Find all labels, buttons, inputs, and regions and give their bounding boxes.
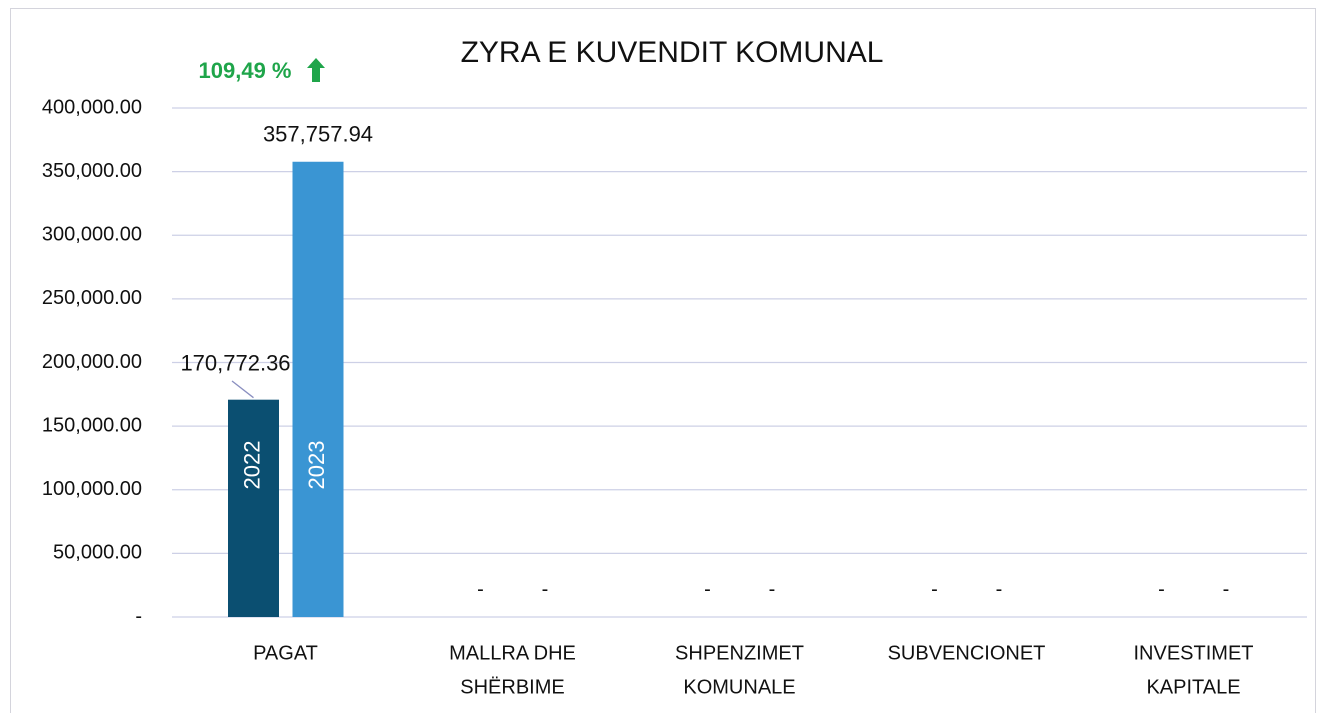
x-tick-label: SHËRBIME xyxy=(460,676,564,698)
value-label: - xyxy=(542,578,549,600)
y-tick-label: - xyxy=(135,605,142,627)
y-tick-label: 250,000.00 xyxy=(42,287,142,309)
x-tick-label: KAPITALE xyxy=(1146,676,1240,698)
y-tick-label: 50,000.00 xyxy=(53,542,142,564)
leader-line xyxy=(231,380,254,399)
value-label: - xyxy=(1223,578,1230,600)
value-label: - xyxy=(931,578,938,600)
value-label: - xyxy=(1158,578,1165,600)
bar xyxy=(292,161,344,617)
series-label: 2022 xyxy=(239,441,264,490)
value-label: 170,772.36 xyxy=(180,351,290,376)
value-label: 357,757.94 xyxy=(263,122,373,147)
up-arrow xyxy=(307,58,325,82)
x-tick-label: INVESTIMET xyxy=(1133,642,1253,664)
x-tick-label: SUBVENCIONET xyxy=(888,642,1046,664)
x-tick-label: PAGAT xyxy=(253,642,318,664)
chart-title: ZYRA E KUVENDIT KOMUNAL xyxy=(461,36,884,69)
y-tick-label: 300,000.00 xyxy=(42,224,142,246)
x-tick-label: KOMUNALE xyxy=(683,676,795,698)
x-tick-label: MALLRA DHE xyxy=(449,642,576,664)
value-label: - xyxy=(769,578,776,600)
y-tick-label: 200,000.00 xyxy=(42,351,142,373)
bar xyxy=(228,399,279,617)
chart-border xyxy=(10,8,1316,713)
x-tick-label: SHPENZIMET xyxy=(675,642,804,664)
annotation: 109,49 % xyxy=(199,58,292,83)
y-tick-label: 350,000.00 xyxy=(42,160,142,182)
value-label: - xyxy=(477,578,484,600)
value-label: - xyxy=(704,578,711,600)
series-label: 2023 xyxy=(304,441,329,490)
value-label: - xyxy=(996,578,1003,600)
y-tick-label: 150,000.00 xyxy=(42,414,142,436)
y-tick-label: 400,000.00 xyxy=(42,96,142,118)
y-tick-label: 100,000.00 xyxy=(42,478,142,500)
